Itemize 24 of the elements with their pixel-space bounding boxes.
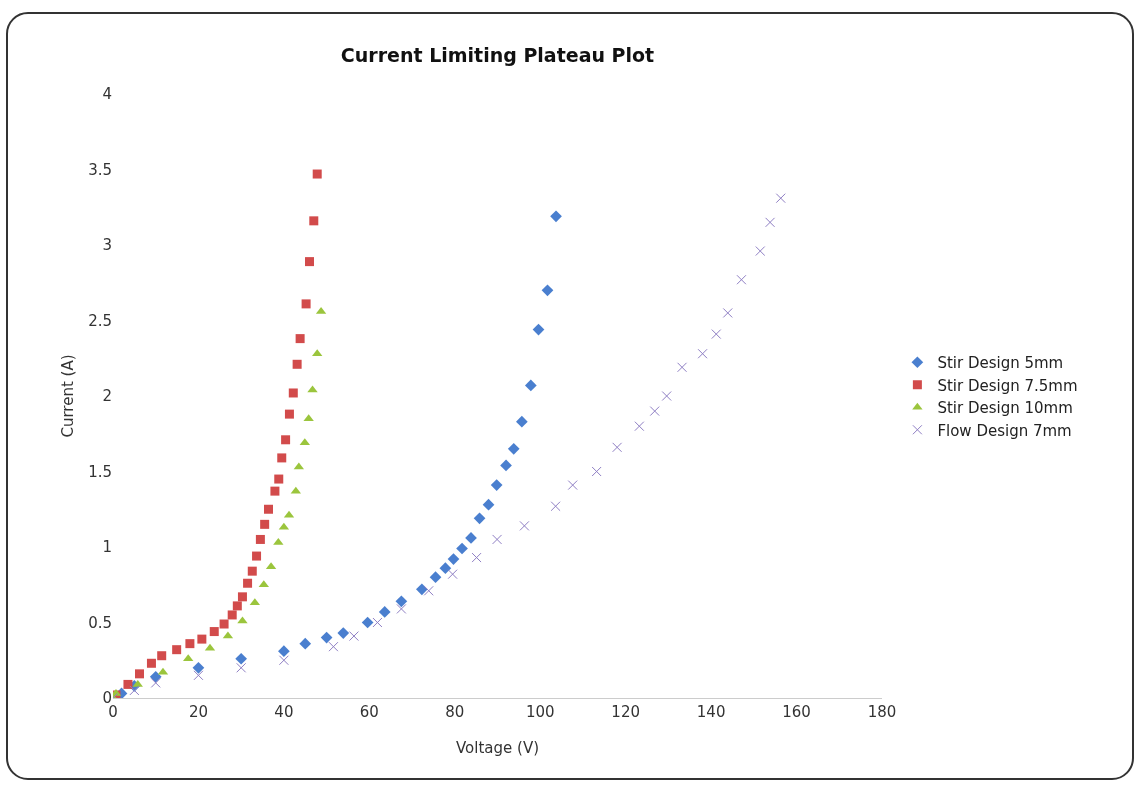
x-tick-label: 100: [525, 703, 555, 721]
x-tick-label: 80: [445, 703, 465, 721]
y-tick-label: 0.5: [88, 613, 112, 632]
legend-label: Flow Design 7mm: [937, 421, 1072, 440]
x-axis-title: Voltage (V): [456, 739, 539, 757]
x-tick-label: 40: [274, 703, 294, 721]
legend-label: Stir Design 7.5mm: [937, 376, 1078, 395]
y-tick-label: 2.5: [88, 311, 112, 330]
y-tick-label: 3.5: [88, 160, 112, 179]
legend-label: Stir Design 10mm: [937, 399, 1073, 418]
x-tick-label: 160: [782, 703, 811, 721]
y-tick-label: 2: [102, 387, 112, 406]
y-tick-label: 1: [102, 538, 112, 557]
y-tick-label: 4: [102, 85, 112, 104]
y-tick-label: 1.5: [88, 462, 112, 481]
x-tick-label: 20: [188, 703, 208, 721]
x-tick-label: 120: [611, 703, 640, 721]
legend-label: Stir Design 5mm: [937, 354, 1064, 373]
x-tick-label: 180: [867, 703, 897, 721]
chart-title: Current Limiting Plateau Plot: [340, 43, 655, 66]
y-tick-label: 3: [102, 236, 112, 255]
x-tick-label: 140: [696, 703, 726, 721]
y-axis-title: Current (A): [59, 354, 77, 438]
x-tick-label: 60: [359, 703, 379, 721]
